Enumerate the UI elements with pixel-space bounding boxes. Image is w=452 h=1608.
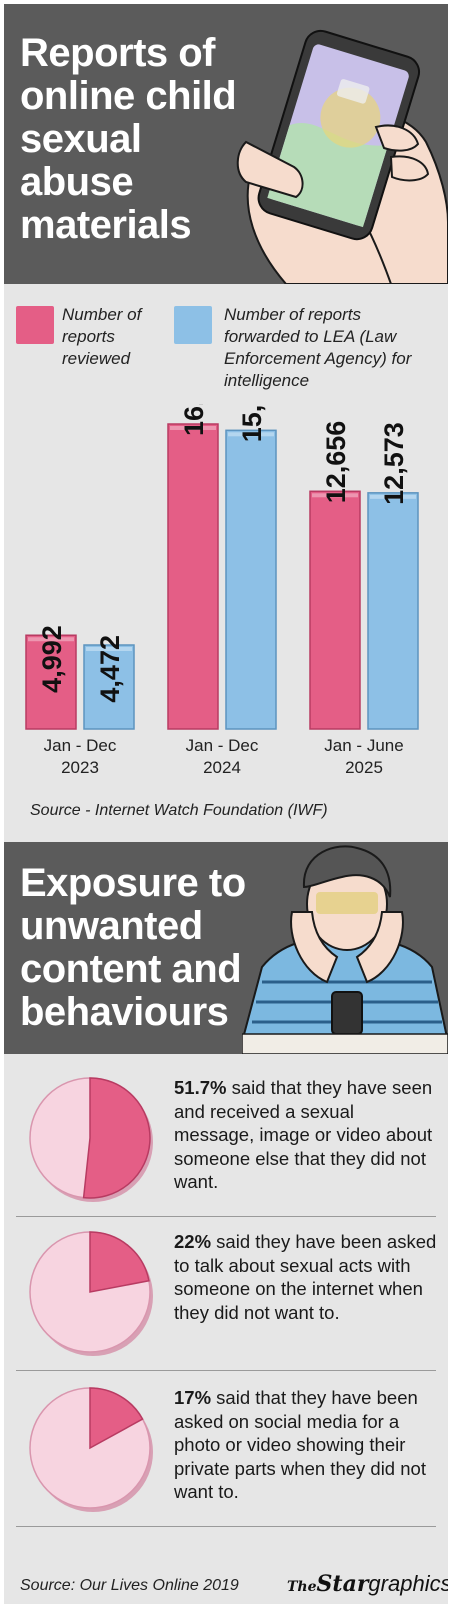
worried-person-icon xyxy=(242,845,448,1054)
bar xyxy=(83,644,135,730)
bar-value-label: 4,472 xyxy=(95,635,125,703)
legend-swatch-forwarded xyxy=(174,306,212,344)
brand-star: Star xyxy=(316,1571,369,1597)
stat-row-3: 17% said that they have been asked on so… xyxy=(4,1374,448,1524)
bar-highlight xyxy=(170,426,216,430)
header-exposure: Exposure to unwanted content and behavio… xyxy=(4,842,448,1054)
bar-highlight xyxy=(228,432,274,437)
bar-value-label: 12,656 xyxy=(321,421,351,504)
bar-rect xyxy=(367,492,419,730)
pie-slice xyxy=(89,1387,144,1450)
stat-text-1: 51.7% said that they have seen and recei… xyxy=(174,1076,439,1194)
bar xyxy=(167,423,219,730)
category-label: Jan - Dec xyxy=(44,736,117,755)
stat-text-3: 17% said that they have been asked on so… xyxy=(174,1386,439,1504)
stat-value-1: 51.7% xyxy=(174,1077,227,1098)
bar-value-label: 4,992 xyxy=(37,625,67,693)
bar-rect xyxy=(225,429,277,730)
category-label: 2025 xyxy=(345,758,383,777)
bar xyxy=(225,429,277,730)
section-title-exposure: Exposure to unwanted content and behavio… xyxy=(20,861,246,1034)
bar-highlight xyxy=(86,647,132,652)
pie-chart-icon xyxy=(29,1231,153,1356)
pie-slice xyxy=(82,1077,151,1199)
bar-value-label: 16,238 xyxy=(179,404,209,436)
divider xyxy=(16,1216,436,1217)
stat-value-2: 22% xyxy=(174,1231,212,1252)
category-label: 2023 xyxy=(61,758,99,777)
bar xyxy=(25,634,77,730)
pie-chart-icon xyxy=(29,1077,153,1202)
pie-chart-icon xyxy=(29,1387,153,1512)
chart-source: Source - Internet Watch Foundation (IWF) xyxy=(30,802,328,819)
brand-logo: TheStargraphics xyxy=(287,1571,448,1597)
bar-highlight xyxy=(312,493,358,498)
stat-row-1: 51.7% said that they have seen and recei… xyxy=(4,1064,448,1214)
stat-desc-2: said they have been asked to talk about … xyxy=(174,1231,437,1323)
bar-rect xyxy=(309,490,361,730)
brand-graphics: graphics xyxy=(368,1571,448,1596)
pie-slice xyxy=(89,1231,150,1293)
category-label: Jan - Dec xyxy=(186,736,259,755)
stat-desc-1: said that they have seen and received a … xyxy=(174,1077,433,1192)
bar-rect xyxy=(25,634,77,730)
bar-highlight xyxy=(370,494,416,499)
infographic: Reports of online child sexual abuse mat… xyxy=(4,4,448,1604)
footer: Source: Our Lives Online 2019 TheStargra… xyxy=(4,1569,448,1604)
divider xyxy=(16,1526,436,1527)
bar-chart: 4,992 4,472 Jan - Dec 2023 16,238 15,902 Jan -… xyxy=(25,404,419,777)
footer-source: Source: Our Lives Online 2019 xyxy=(20,1577,239,1594)
stat-desc-3: said that they have been asked on social… xyxy=(174,1387,426,1502)
bar-value-label: 12,573 xyxy=(379,422,409,505)
stat-value-3: 17% xyxy=(174,1387,212,1408)
stat-row-2: 22% said they have been asked to talk ab… xyxy=(4,1218,448,1368)
section-title-reports: Reports of online child sexual abuse mat… xyxy=(20,31,237,247)
stat-text-2: 22% said they have been asked to talk ab… xyxy=(174,1230,439,1324)
brand-the: The xyxy=(287,1579,317,1595)
bar xyxy=(309,490,361,730)
bar-rect xyxy=(167,423,219,730)
bar-rect xyxy=(83,644,135,730)
bar-highlight xyxy=(28,637,74,642)
category-label: 2024 xyxy=(203,758,241,777)
header-reports: Reports of online child sexual abuse mat… xyxy=(4,4,448,284)
hands-holding-phone-icon xyxy=(236,29,448,284)
category-label: Jan - June xyxy=(324,736,403,755)
bar-value-label: 15,902 xyxy=(237,404,267,442)
chart-legend: Number of reports reviewed Number of rep… xyxy=(16,304,436,404)
legend-label-forwarded: Number of reports forwarded to LEA (Law … xyxy=(224,305,412,390)
bar xyxy=(367,492,419,730)
divider xyxy=(16,1370,436,1371)
legend-label-reviewed: Number of reports reviewed xyxy=(62,305,142,368)
legend-swatch-reviewed xyxy=(16,306,54,344)
